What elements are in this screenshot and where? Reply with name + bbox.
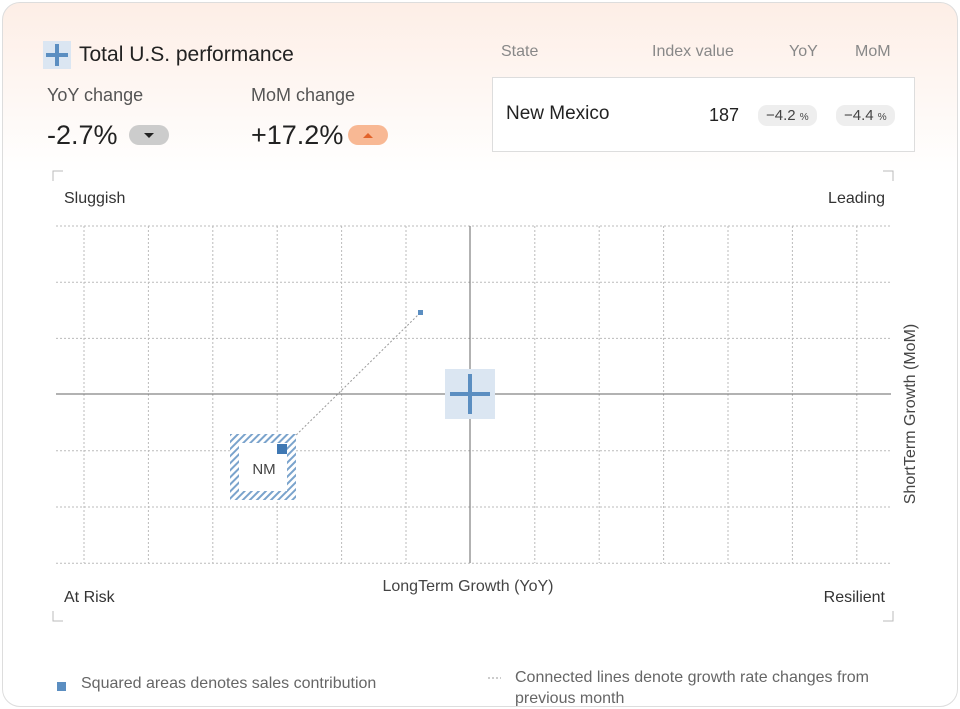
quadrant-label: Resilient xyxy=(824,589,886,606)
metric-value: -2.7% xyxy=(47,120,118,150)
quadrant-label: Sluggish xyxy=(64,190,125,207)
cell: −4.2 % xyxy=(758,105,817,126)
table-header: YoY xyxy=(789,43,818,60)
yoy: −4.2 xyxy=(766,107,796,124)
metric-label: YoY change xyxy=(47,85,144,105)
cell: 187 xyxy=(709,105,740,125)
x-axis-label: LongTerm Growth (YoY) xyxy=(382,578,553,595)
unit: % xyxy=(877,112,887,123)
quadrant-plot: NM Sluggish Leading At Risk Resilient Lo… xyxy=(52,170,919,691)
unit: % xyxy=(799,112,809,123)
table-header: Index value xyxy=(652,43,734,60)
quadrant-label: Leading xyxy=(828,190,885,207)
cell: −4.4 % xyxy=(836,105,895,126)
trail xyxy=(281,312,421,450)
title: Total U.S. performance xyxy=(79,43,294,66)
y-axis-label: ShortTerm Growth (MoM) xyxy=(902,324,919,504)
table-header: State xyxy=(501,43,539,60)
legend-swatch xyxy=(57,682,66,691)
point xyxy=(277,444,287,454)
metric-label: MoM change xyxy=(251,85,356,105)
metric-value: +17.2% xyxy=(251,120,344,150)
prev-point xyxy=(418,310,423,315)
up-badge xyxy=(348,125,388,145)
quadrant-label: At Risk xyxy=(64,589,116,606)
us-icon xyxy=(43,41,71,69)
table-header: MoM xyxy=(855,43,891,60)
table-row: New Mexico 187 −4.2 % −4.4 % xyxy=(492,77,915,152)
mom: −4.4 xyxy=(844,107,874,124)
legend-text: Squared areas denotes sales contribution xyxy=(81,675,377,692)
legend-text: Connected lines denote growth rate chang… xyxy=(515,669,869,707)
cell: New Mexico xyxy=(506,103,610,124)
point-label: NM xyxy=(252,461,275,478)
down-badge xyxy=(129,125,169,145)
